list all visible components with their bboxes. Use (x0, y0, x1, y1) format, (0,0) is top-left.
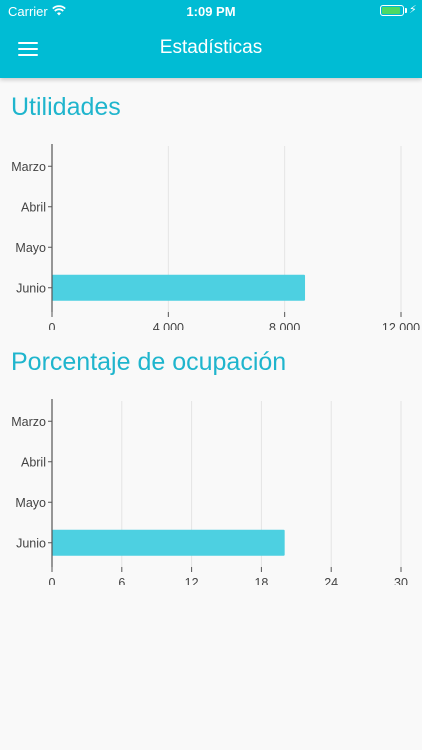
bar-junio (52, 529, 285, 556)
app-header: Carrier 1:09 PM ⚡ Estadísticas (0, 0, 422, 78)
x-tick-label: 6 (118, 576, 125, 585)
battery-tip (405, 8, 407, 13)
ocupacion-section-title: Porcentaje de ocupación (11, 348, 287, 376)
y-category-label: Junio (16, 281, 46, 295)
chart-svg: 0 4,000 8,000 12,000 Marzo Abril Mayo Junio (11, 144, 420, 330)
page-title: Estadísticas (159, 37, 263, 58)
ocupacion-chart: 0 6 12 18 24 30 Marzo Abril Mayo Junio (0, 393, 422, 585)
y-category-label: Mayo (15, 241, 46, 255)
x-tick-label: 8,000 (269, 321, 300, 330)
utilidades-section-title: Utilidades (11, 93, 121, 121)
y-category-label: Marzo (11, 415, 46, 429)
y-category-label: Abril (21, 200, 46, 214)
x-tick-label: 0 (49, 321, 56, 330)
y-category-label: Mayo (15, 496, 46, 510)
charging-bolt-icon: ⚡ (409, 4, 417, 16)
y-category-label: Abril (21, 455, 46, 469)
x-tick-label: 12,000 (382, 321, 420, 330)
x-tick-label: 0 (49, 576, 56, 585)
battery-icon (380, 5, 404, 16)
wifi-icon (52, 5, 66, 16)
bar-junio (52, 274, 306, 301)
carrier-label: Carrier (8, 4, 48, 19)
y-category-label: Junio (16, 536, 46, 550)
x-tick-label: 30 (394, 576, 408, 585)
status-bar: Carrier 1:09 PM ⚡ (0, 0, 422, 22)
chart-svg: 0 6 12 18 24 30 Marzo Abril Mayo Junio (11, 399, 408, 585)
x-tick-label: 12 (185, 576, 199, 585)
hamburger-menu-icon[interactable] (18, 40, 40, 58)
x-tick-label: 24 (324, 576, 338, 585)
x-tick-label: 18 (254, 576, 268, 585)
status-time: 1:09 PM (186, 4, 236, 19)
y-category-label: Marzo (11, 160, 46, 174)
x-tick-label: 4,000 (153, 321, 184, 330)
utilidades-chart: 0 4,000 8,000 12,000 Marzo Abril Mayo Junio (0, 138, 422, 330)
